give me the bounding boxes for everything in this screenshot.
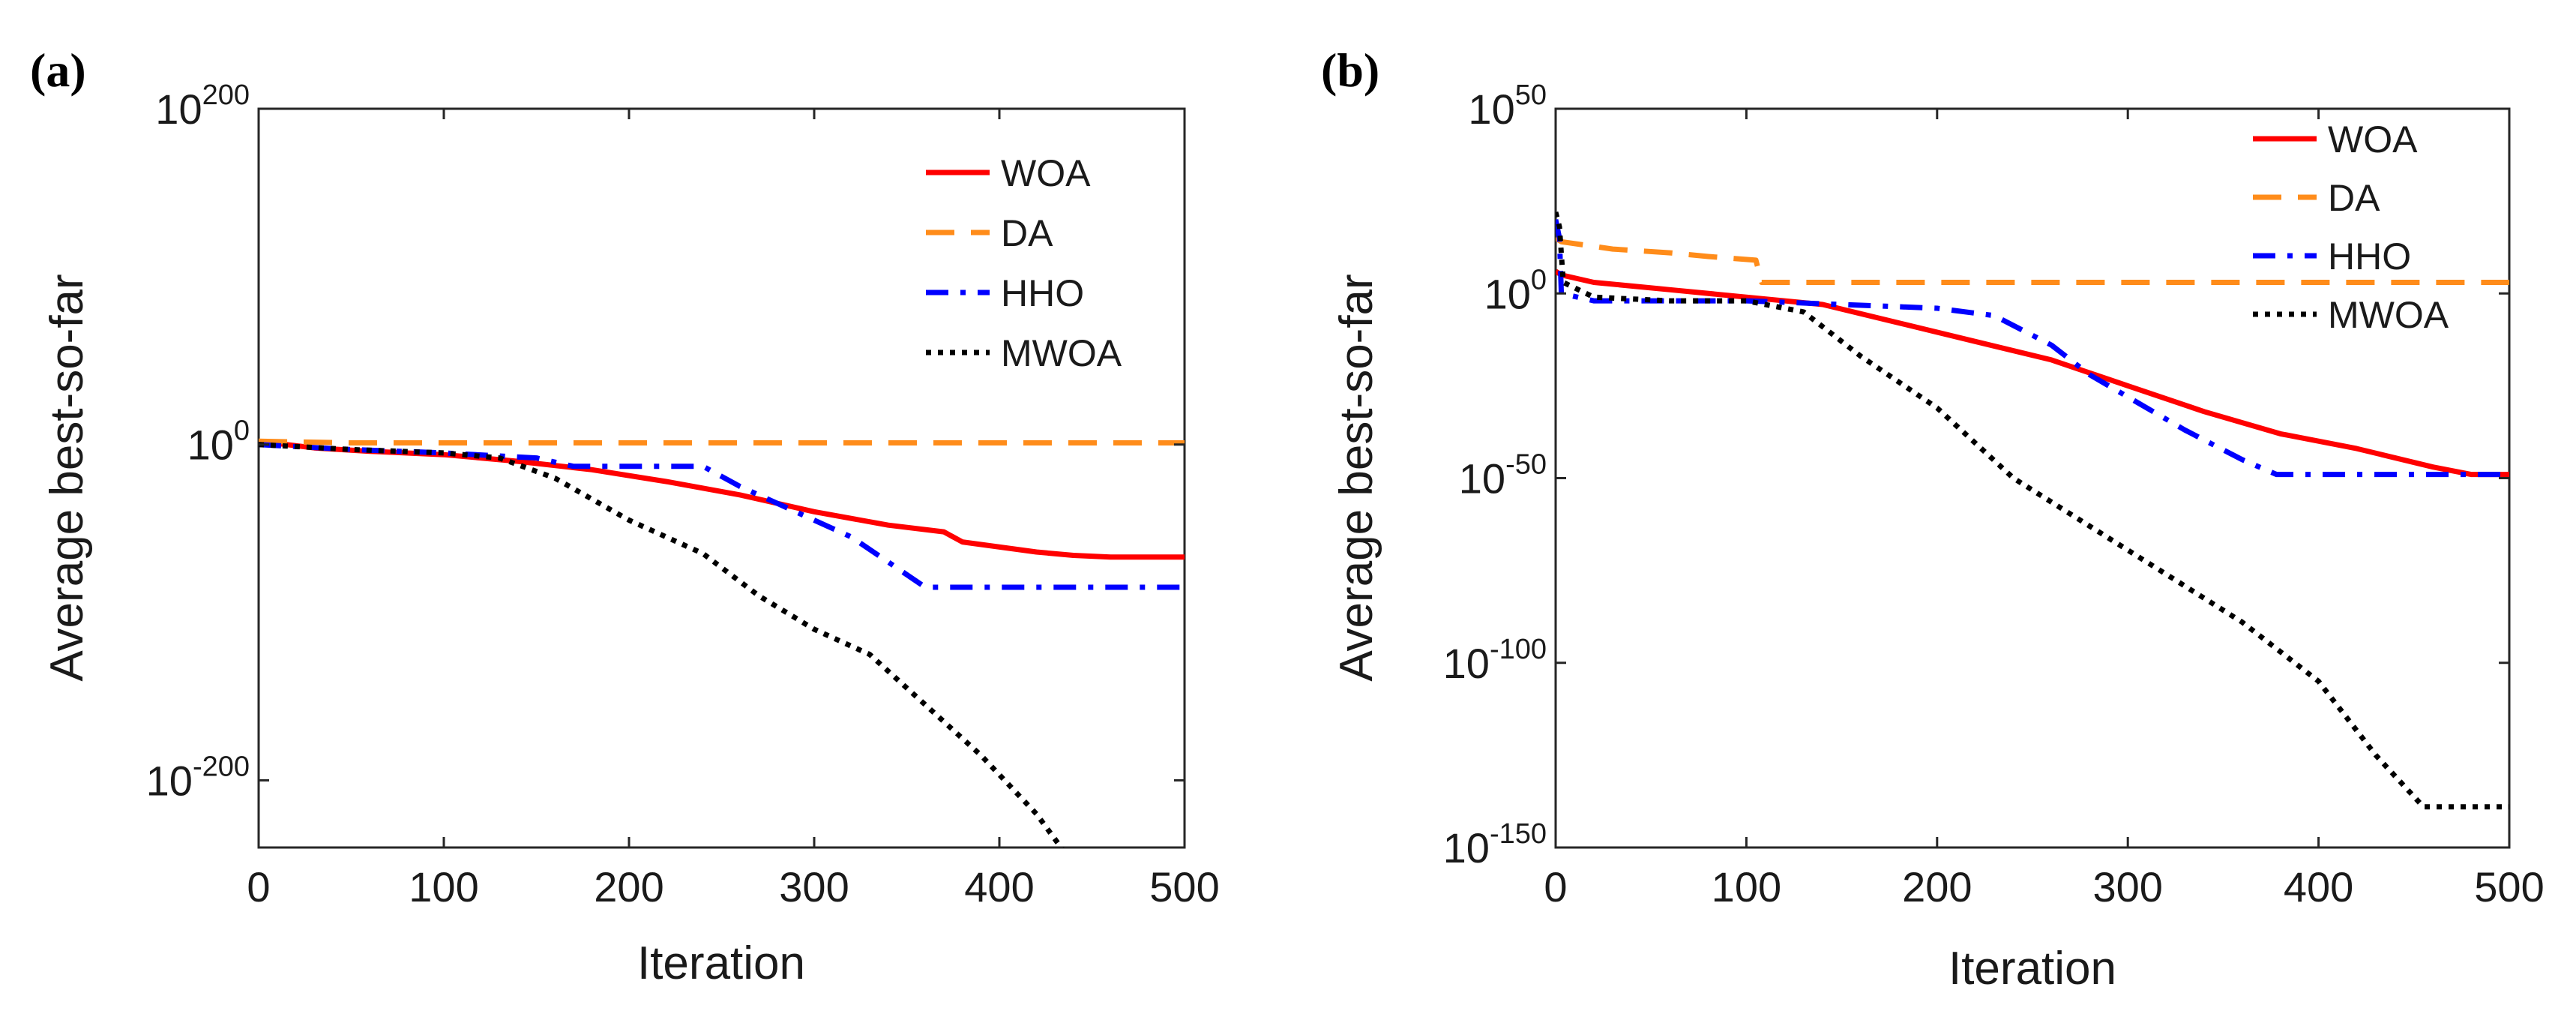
x-tick-label: 300 bbox=[779, 863, 849, 910]
series-line-da bbox=[1556, 236, 2509, 285]
panel-a: (a) 0 100 200 300 400 500 10200 100 10-200 WOA DA… bbox=[30, 44, 1220, 989]
legend-label-da: DA bbox=[2328, 177, 2380, 219]
panel-label: (a) bbox=[30, 44, 86, 97]
x-tick-label: 200 bbox=[594, 863, 663, 910]
series-line-hho bbox=[259, 442, 1185, 590]
series-line-woa bbox=[1556, 268, 2509, 478]
y-tick-label: 10-50 bbox=[1459, 449, 1547, 502]
y-tick-label: 10-150 bbox=[1443, 818, 1547, 872]
legend: WOA DA HHO MWOA bbox=[926, 152, 1122, 374]
y-tick-label: 10-200 bbox=[146, 751, 250, 804]
y-tick-label: 100 bbox=[187, 416, 250, 469]
y-tick-label: 100 bbox=[1484, 264, 1547, 317]
legend-label-hho: HHO bbox=[1001, 272, 1084, 314]
series-layer bbox=[1556, 212, 2509, 810]
x-tick-label: 100 bbox=[409, 863, 478, 910]
legend-label-woa: WOA bbox=[1001, 152, 1091, 194]
x-tick-label: 500 bbox=[2474, 863, 2544, 910]
plot-frame bbox=[1554, 107, 2511, 849]
plot-frame bbox=[257, 107, 1186, 849]
series-layer bbox=[259, 438, 1185, 848]
series-line-woa bbox=[259, 438, 1185, 560]
legend-label-mwoa: MWOA bbox=[2328, 294, 2449, 336]
series-line-da bbox=[259, 438, 1185, 446]
tick-layer: 0 100 200 300 400 500 10200 100 10-200 bbox=[146, 80, 1220, 910]
legend-label-da: DA bbox=[1001, 212, 1053, 254]
y-axis-title: Average best-so-far bbox=[1331, 274, 1382, 681]
y-tick-label: 10200 bbox=[155, 80, 250, 133]
x-tick-label: 100 bbox=[1712, 863, 1781, 910]
x-tick-label: 400 bbox=[964, 863, 1034, 910]
series-line-mwoa bbox=[259, 442, 1065, 848]
panel-label: (b) bbox=[1321, 44, 1379, 97]
legend: WOA DA HHO MWOA bbox=[2253, 118, 2449, 336]
legend-label-mwoa: MWOA bbox=[1001, 332, 1122, 374]
x-tick-label: 200 bbox=[1902, 863, 1972, 910]
legend-label-woa: WOA bbox=[2328, 118, 2418, 160]
panel-b: (b) 0 100 200 300 400 500 1050 100 10-50 10-100 10… bbox=[1321, 44, 2545, 994]
x-tick-label: 0 bbox=[1544, 863, 1567, 910]
y-axis-title: Average best-so-far bbox=[41, 274, 93, 681]
y-tick-label: 1050 bbox=[1468, 80, 1547, 133]
legend-label-hho: HHO bbox=[2328, 236, 2411, 278]
x-tick-label: 300 bbox=[2092, 863, 2162, 910]
series-line-mwoa bbox=[1556, 212, 2509, 810]
x-axis-title: Iteration bbox=[1948, 943, 2116, 994]
x-axis-title: Iteration bbox=[637, 938, 805, 989]
y-tick-label: 10-100 bbox=[1443, 634, 1547, 687]
tick-layer: 0 100 200 300 400 500 1050 100 10-50 10-100 10-150 bbox=[1443, 80, 2545, 910]
x-tick-label: 400 bbox=[2284, 863, 2353, 910]
x-tick-label: 0 bbox=[247, 863, 270, 910]
x-tick-label: 500 bbox=[1149, 863, 1219, 910]
